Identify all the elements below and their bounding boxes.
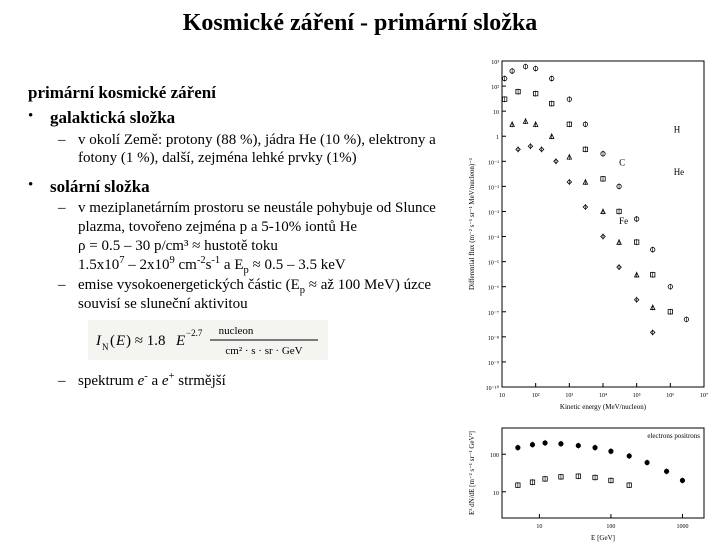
bullet-dash: – xyxy=(58,276,78,314)
svg-text:10⁻¹: 10⁻¹ xyxy=(488,160,499,166)
bullet-galactic-label: galaktická složka xyxy=(50,107,458,128)
svg-text:) ≈ 1.8: ) ≈ 1.8 xyxy=(126,333,165,349)
svg-text:10³: 10³ xyxy=(565,393,573,399)
svg-text:(: ( xyxy=(110,333,115,349)
svg-text:100: 100 xyxy=(490,453,499,459)
svg-text:10: 10 xyxy=(493,491,499,497)
svg-text:I: I xyxy=(95,333,102,349)
svg-text:100: 100 xyxy=(606,524,615,530)
solar-sub1-flux: 1.5x107 – 2x109 cm-2s-1 a Ep ≈ 0.5 – 3.5… xyxy=(78,257,346,273)
svg-text:10⁵: 10⁵ xyxy=(633,393,641,399)
svg-text:E [GeV]: E [GeV] xyxy=(591,534,615,542)
solar-sub1-line1: v meziplanetárním prostoru se neustále p… xyxy=(78,200,436,235)
content-column: primární kosmické záření • galaktická sl… xyxy=(28,80,458,390)
svg-text:10³: 10³ xyxy=(491,60,499,66)
svg-text:10⁻⁵: 10⁻⁵ xyxy=(488,261,499,267)
svg-text:10⁶: 10⁶ xyxy=(666,393,674,399)
bullet-dot: • xyxy=(28,176,50,197)
svg-text:10⁷: 10⁷ xyxy=(700,393,708,399)
svg-text:10⁻⁴: 10⁻⁴ xyxy=(488,236,499,242)
bullet-dash: – xyxy=(58,372,78,391)
svg-text:1000: 1000 xyxy=(676,524,688,530)
svg-text:N: N xyxy=(102,342,109,352)
formula-units-top: nucleon xyxy=(219,325,254,337)
svg-text:electrons positrons: electrons positrons xyxy=(647,432,700,440)
solar-sub1-rho: ρ = 0.5 – 30 p/cm³ ≈ hustotě toku xyxy=(78,238,278,254)
formula: I N ( E ) ≈ 1.8 E −2.7 nucleon cm² · s ·… xyxy=(88,320,458,366)
bullet-galactic-sub1-text: v okolí Země: protony (88 %), jádra He (… xyxy=(78,131,458,169)
bullet-solar-sub3: – spektrum e- a e+ strmější xyxy=(58,372,458,391)
bullet-solar-sub1-text: v meziplanetárním prostoru se neustále p… xyxy=(78,199,458,274)
svg-text:10⁻⁸: 10⁻⁸ xyxy=(488,336,499,342)
svg-text:E: E xyxy=(175,333,185,349)
bullet-dash: – xyxy=(58,131,78,169)
svg-text:Kinetic energy (MeV/nucleon): Kinetic energy (MeV/nucleon) xyxy=(560,403,647,411)
slide: Kosmické záření - primární složka primár… xyxy=(0,0,720,540)
bullet-dot: • xyxy=(28,107,50,128)
svg-text:10: 10 xyxy=(499,393,505,399)
bullet-dash: – xyxy=(58,199,78,274)
svg-text:10²: 10² xyxy=(532,393,540,399)
formula-svg: I N ( E ) ≈ 1.8 E −2.7 nucleon cm² · s ·… xyxy=(88,320,328,360)
bullet-galactic: • galaktická složka xyxy=(28,107,458,128)
svg-text:10⁻⁷: 10⁻⁷ xyxy=(488,311,499,317)
svg-text:E: E xyxy=(115,333,125,349)
svg-text:H: H xyxy=(674,125,681,135)
chart-electron-positron: 10 100 1000 10 100 E [GeV] E³ dN/dE [m⁻² s⁻¹ s… xyxy=(460,422,710,542)
formula-units-bot: cm² · s · sr · GeV xyxy=(225,345,302,357)
svg-text:−2.7: −2.7 xyxy=(186,328,203,338)
bullet-solar-sub1: – v meziplanetárním prostoru se neustále… xyxy=(58,199,458,274)
svg-text:C: C xyxy=(619,157,625,167)
svg-text:10⁻²: 10⁻² xyxy=(488,185,499,191)
svg-text:10: 10 xyxy=(536,524,542,530)
subheading: primární kosmické záření xyxy=(28,82,458,103)
svg-text:10⁻¹⁰: 10⁻¹⁰ xyxy=(486,385,500,392)
svg-text:10⁻⁶: 10⁻⁶ xyxy=(488,286,499,292)
chart-cosmic-ray-spectrum: 10 10² 10³ 10⁴ 10⁵ 10⁶ 10⁷ 10⁻¹⁰ 10⁻⁹ 10⁻⁸ 10⁻⁷ 10⁻… xyxy=(460,55,710,415)
bullet-solar: • solární složka xyxy=(28,176,458,197)
bullet-galactic-sub1: – v okolí Země: protony (88 %), jádra He… xyxy=(58,131,458,169)
svg-text:1: 1 xyxy=(496,135,499,141)
svg-text:10: 10 xyxy=(493,110,499,116)
bullet-solar-sub2: – emise vysokoenergetických částic (Ep ≈… xyxy=(58,276,458,314)
svg-text:E³ dN/dE [m⁻² s⁻¹ sr⁻¹ GeV²]: E³ dN/dE [m⁻² s⁻¹ sr⁻¹ GeV²] xyxy=(468,431,476,515)
svg-text:Differential flux (m⁻² s⁻¹ sr⁻: Differential flux (m⁻² s⁻¹ sr⁻¹ MeV/nucl… xyxy=(468,158,476,290)
svg-text:10⁻⁹: 10⁻⁹ xyxy=(488,361,499,367)
svg-text:10²: 10² xyxy=(491,85,499,91)
bullet-solar-sub3-text: spektrum e- a e+ strmější xyxy=(78,372,458,391)
svg-text:10⁻³: 10⁻³ xyxy=(488,210,499,216)
svg-text:He: He xyxy=(674,167,685,177)
svg-text:10⁴: 10⁴ xyxy=(599,393,607,399)
svg-text:Fe: Fe xyxy=(619,216,628,226)
slide-title: Kosmické záření - primární složka xyxy=(0,10,720,37)
bullet-solar-sub2-text: emise vysokoenergetických částic (Ep ≈ a… xyxy=(78,276,458,314)
bullet-solar-label: solární složka xyxy=(50,176,458,197)
charts-column: 10 10² 10³ 10⁴ 10⁵ 10⁶ 10⁷ 10⁻¹⁰ 10⁻⁹ 10⁻⁸ 10⁻⁷ 10⁻… xyxy=(460,55,710,547)
